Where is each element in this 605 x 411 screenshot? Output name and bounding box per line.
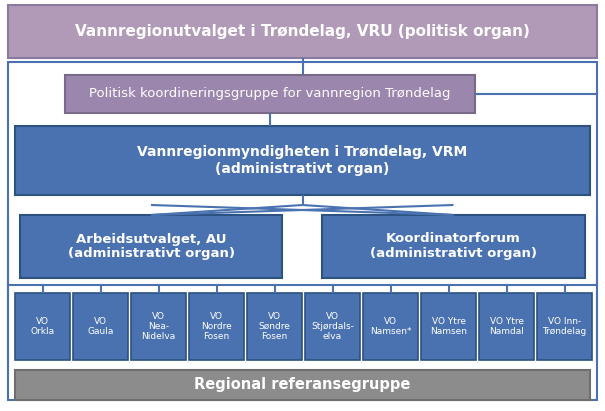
FancyBboxPatch shape	[479, 293, 534, 360]
Text: VO
Nea-
Nidelva: VO Nea- Nidelva	[142, 312, 175, 342]
FancyBboxPatch shape	[537, 293, 592, 360]
Text: VO
Gaula: VO Gaula	[87, 317, 114, 336]
FancyBboxPatch shape	[73, 293, 128, 360]
FancyBboxPatch shape	[189, 293, 244, 360]
Text: VO Inn-
Trøndelag: VO Inn- Trøndelag	[542, 317, 587, 336]
Text: Arbeidsutvalget, AU
(administrativt organ): Arbeidsutvalget, AU (administrativt orga…	[68, 233, 235, 261]
Text: Vannregionmyndigheten i Trøndelag, VRM
(administrativt organ): Vannregionmyndigheten i Trøndelag, VRM (…	[137, 145, 468, 175]
Text: VO
Orkla: VO Orkla	[30, 317, 54, 336]
FancyBboxPatch shape	[421, 293, 476, 360]
FancyBboxPatch shape	[15, 293, 70, 360]
FancyBboxPatch shape	[131, 293, 186, 360]
FancyBboxPatch shape	[322, 215, 585, 278]
Text: VO
Namsen*: VO Namsen*	[370, 317, 411, 336]
Text: Politisk koordineringsgruppe for vannregion Trøndelag: Politisk koordineringsgruppe for vannreg…	[90, 88, 451, 101]
FancyBboxPatch shape	[20, 215, 282, 278]
Text: VO Ytre
Namsen: VO Ytre Namsen	[430, 317, 467, 336]
Text: VO Ytre
Namdal: VO Ytre Namdal	[489, 317, 524, 336]
FancyBboxPatch shape	[8, 5, 597, 58]
FancyBboxPatch shape	[247, 293, 302, 360]
Text: Vannregionutvalget i Trøndelag, VRU (politisk organ): Vannregionutvalget i Trøndelag, VRU (pol…	[75, 24, 530, 39]
Text: VO
Nordre
Fosen: VO Nordre Fosen	[201, 312, 232, 342]
FancyBboxPatch shape	[305, 293, 360, 360]
FancyBboxPatch shape	[15, 126, 590, 195]
FancyBboxPatch shape	[363, 293, 418, 360]
FancyBboxPatch shape	[65, 75, 475, 113]
Text: VO
Stjørdals-
elva: VO Stjørdals- elva	[311, 312, 354, 342]
FancyBboxPatch shape	[15, 370, 590, 400]
Text: Regional referansegruppe: Regional referansegruppe	[194, 377, 411, 393]
Text: Koordinatorforum
(administrativt organ): Koordinatorforum (administrativt organ)	[370, 233, 537, 261]
Text: VO
Søndre
Fosen: VO Søndre Fosen	[258, 312, 290, 342]
